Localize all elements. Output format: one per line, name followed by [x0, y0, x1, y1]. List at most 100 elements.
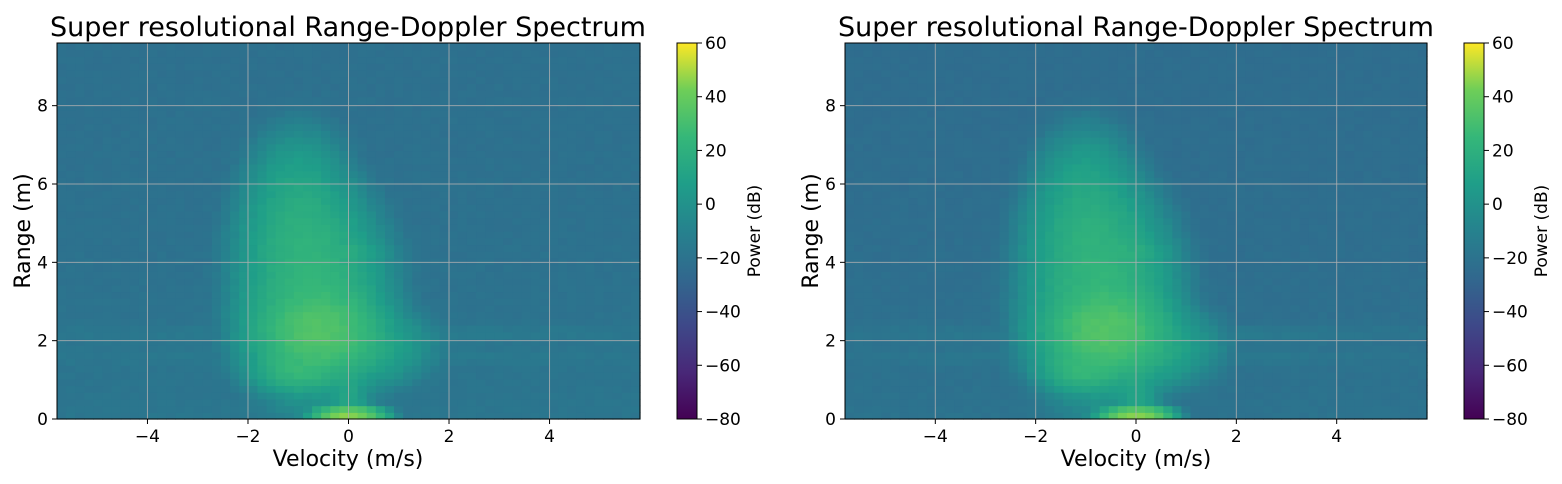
heatmap-cell	[66, 338, 76, 346]
heatmap-cell	[485, 338, 495, 346]
heatmap-cell	[845, 318, 855, 326]
heatmap-cell	[394, 412, 404, 420]
heatmap-cell	[558, 157, 568, 165]
heatmap-cell	[57, 345, 67, 353]
heatmap-cell	[1008, 398, 1019, 407]
heatmap-cell	[1008, 304, 1019, 313]
heatmap-cell	[1381, 372, 1392, 380]
heatmap-cell	[558, 237, 568, 246]
heatmap-cell	[466, 90, 477, 98]
heatmap-cell	[102, 392, 113, 400]
heatmap-cell	[57, 184, 67, 192]
heatmap-cell	[394, 271, 404, 279]
heatmap-cell	[512, 103, 523, 111]
heatmap-cell	[548, 163, 559, 172]
heatmap-cell	[485, 123, 495, 131]
heatmap-cell	[630, 150, 641, 158]
heatmap-cell	[275, 83, 286, 91]
heatmap-cell	[366, 49, 377, 58]
heatmap-cell	[1154, 291, 1164, 299]
colorbar-tick-label: 0	[705, 195, 716, 215]
heatmap-cell	[972, 405, 982, 413]
heatmap-cell	[576, 197, 586, 205]
heatmap-cell	[1063, 291, 1073, 299]
heatmap-cell	[129, 184, 140, 192]
heatmap-cell	[84, 96, 95, 105]
heatmap-cell	[248, 385, 259, 393]
heatmap-cell	[375, 358, 386, 366]
heatmap-cell	[248, 163, 259, 172]
heatmap-cell	[999, 291, 1010, 299]
heatmap-cell	[102, 197, 113, 205]
heatmap-cell	[284, 338, 295, 346]
heatmap-cell	[111, 224, 122, 232]
heatmap-cell	[412, 257, 422, 266]
heatmap-cell	[138, 298, 149, 306]
heatmap-cell	[257, 76, 268, 84]
colorbar-tick-label: −60	[705, 356, 741, 376]
heatmap-cell	[439, 137, 450, 145]
heatmap-cell	[1136, 318, 1146, 326]
heatmap-cell	[193, 177, 204, 185]
heatmap-cell	[1054, 298, 1064, 306]
heatmap-cell	[448, 358, 459, 366]
heatmap-cell	[1072, 284, 1083, 293]
heatmap-cell	[457, 304, 468, 313]
heatmap-cell	[266, 284, 277, 293]
heatmap-cell	[1354, 325, 1364, 333]
heatmap-cell	[1354, 318, 1364, 326]
heatmap-cell	[230, 392, 240, 400]
heatmap-cell	[66, 278, 76, 286]
heatmap-cell	[1163, 378, 1173, 387]
heatmap-cell	[926, 278, 937, 286]
heatmap-cell	[612, 49, 623, 58]
heatmap-cell	[1063, 311, 1073, 319]
heatmap-cell	[257, 163, 268, 172]
heatmap-cell	[366, 304, 377, 313]
heatmap-cell	[211, 137, 222, 145]
heatmap-cell	[257, 210, 268, 219]
heatmap-cell	[439, 338, 450, 346]
heatmap-cell	[1308, 345, 1319, 353]
heatmap-cell	[412, 190, 422, 199]
heatmap-cell	[466, 291, 477, 299]
heatmap-cell	[275, 358, 286, 366]
heatmap-cell	[530, 63, 541, 71]
heatmap-cell	[193, 264, 204, 272]
heatmap-cell	[1290, 331, 1301, 340]
heatmap-cell	[312, 184, 322, 192]
heatmap-cell	[1117, 338, 1128, 346]
heatmap-cell	[585, 405, 596, 413]
heatmap-cell	[1372, 278, 1383, 286]
heatmap-cell	[594, 224, 605, 232]
heatmap-cell	[530, 224, 541, 232]
heatmap-cell	[248, 378, 259, 387]
heatmap-cell	[366, 264, 377, 272]
heatmap-cell	[1245, 392, 1255, 400]
heatmap-cell	[594, 392, 605, 400]
heatmap-cell	[1326, 298, 1337, 306]
heatmap-cell	[302, 157, 313, 165]
heatmap-cell	[138, 123, 149, 131]
heatmap-cell	[466, 137, 477, 145]
heatmap-cell	[935, 284, 946, 293]
heatmap-cell	[972, 378, 982, 387]
heatmap-cell	[403, 163, 413, 172]
heatmap-cell	[357, 96, 368, 105]
heatmap-cell	[202, 210, 213, 219]
heatmap-cell	[193, 190, 204, 199]
heatmap-cell	[881, 412, 892, 420]
heatmap-cell	[1254, 298, 1264, 306]
heatmap-cell	[211, 217, 222, 225]
heatmap-cell	[1326, 378, 1337, 387]
heatmap-cell	[1272, 318, 1283, 326]
heatmap-cell	[990, 412, 1001, 420]
heatmap-cell	[384, 150, 395, 158]
heatmap-cell	[630, 398, 641, 407]
heatmap-cell	[503, 150, 514, 158]
heatmap-cell	[539, 331, 550, 340]
heatmap-cell	[193, 76, 204, 84]
heatmap-cell	[530, 345, 541, 353]
heatmap-cell	[908, 372, 919, 380]
heatmap-cell	[66, 190, 76, 199]
